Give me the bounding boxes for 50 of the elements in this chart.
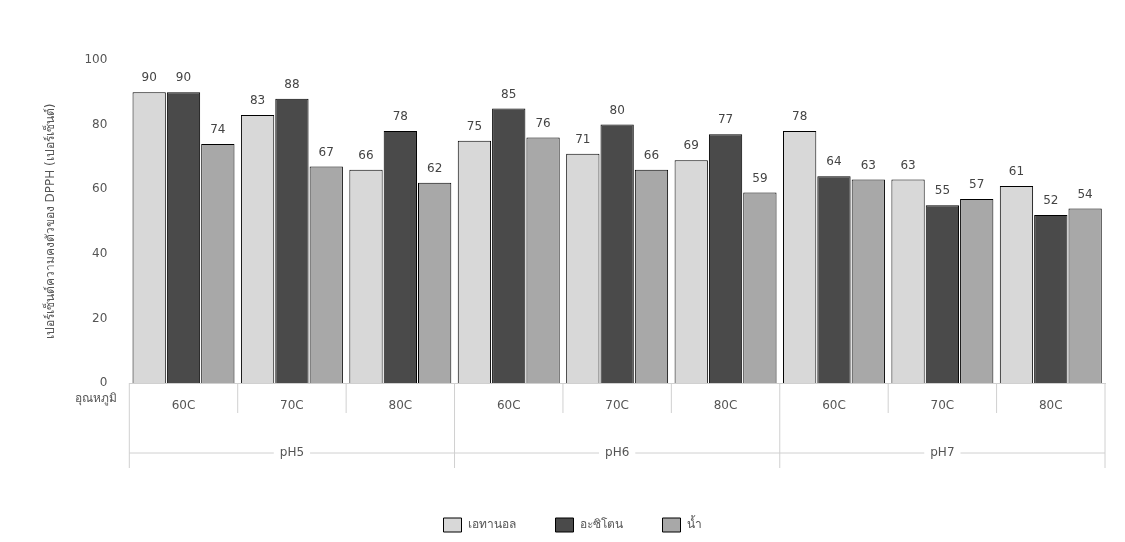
data-label: 67 xyxy=(318,144,334,159)
legend-label: เอทานอล xyxy=(467,517,516,532)
data-label: 71 xyxy=(575,131,591,146)
x-tick-label: 70C xyxy=(280,398,304,413)
data-label: 75 xyxy=(466,118,483,133)
legend-label: อะซิโตน xyxy=(579,517,623,532)
x-tick-label: 80C xyxy=(713,398,738,413)
data-label: 57 xyxy=(969,177,985,192)
text: pH6 xyxy=(605,445,630,460)
data-label: 52 xyxy=(1043,193,1059,208)
data-label: 78 xyxy=(392,109,408,124)
y-tick-label: 0 xyxy=(99,375,108,390)
data-label: 85 xyxy=(501,86,517,101)
y-tick-label: 60 xyxy=(92,181,108,196)
data-label: 77 xyxy=(717,112,734,127)
x-tick-label: 60C xyxy=(171,398,196,413)
x-axis-title: อุณหภูมิ xyxy=(75,391,118,407)
y-tick-label: 100 xyxy=(84,52,108,67)
y-tick-label: 80 xyxy=(92,116,108,131)
y-axis-title: เปอร์เซ็นต์ความคงตัวของ DPPH (เปอร์เซ็นต์) xyxy=(42,103,58,340)
data-label: 62 xyxy=(427,160,443,175)
data-label: 63 xyxy=(860,157,876,172)
legend-label: น้ำ xyxy=(686,515,702,532)
x-tick-label: 60C xyxy=(822,398,846,413)
data-label: 66 xyxy=(358,147,374,162)
data-label: 59 xyxy=(752,170,768,185)
data-label: 83 xyxy=(249,93,266,108)
x-tick-label: 80C xyxy=(1038,398,1063,413)
y-tick-label: 40 xyxy=(92,245,108,260)
data-label: 88 xyxy=(284,76,300,91)
data-label: 80 xyxy=(609,102,625,117)
x-tick-label: 80C xyxy=(388,398,413,413)
data-label: 76 xyxy=(535,115,551,130)
x-tick-label: 70C xyxy=(930,398,955,413)
data-label: 54 xyxy=(1077,186,1093,201)
data-label: 61 xyxy=(1008,164,1025,179)
data-label: 64 xyxy=(826,154,842,169)
data-label: 63 xyxy=(900,157,916,172)
data-label: 66 xyxy=(643,147,660,162)
text: pH7 xyxy=(930,445,955,460)
x-tick-label: 60C xyxy=(496,398,521,413)
x-tick-label: 70C xyxy=(605,398,629,413)
data-label: 90 xyxy=(141,70,157,85)
data-label: 69 xyxy=(683,138,699,153)
data-label: 74 xyxy=(210,122,226,137)
text: pH5 xyxy=(279,445,305,460)
y-tick-label: 20 xyxy=(92,310,108,325)
data-label: 55 xyxy=(934,183,951,198)
data-label: 78 xyxy=(792,109,808,124)
data-label: 90 xyxy=(175,70,192,85)
